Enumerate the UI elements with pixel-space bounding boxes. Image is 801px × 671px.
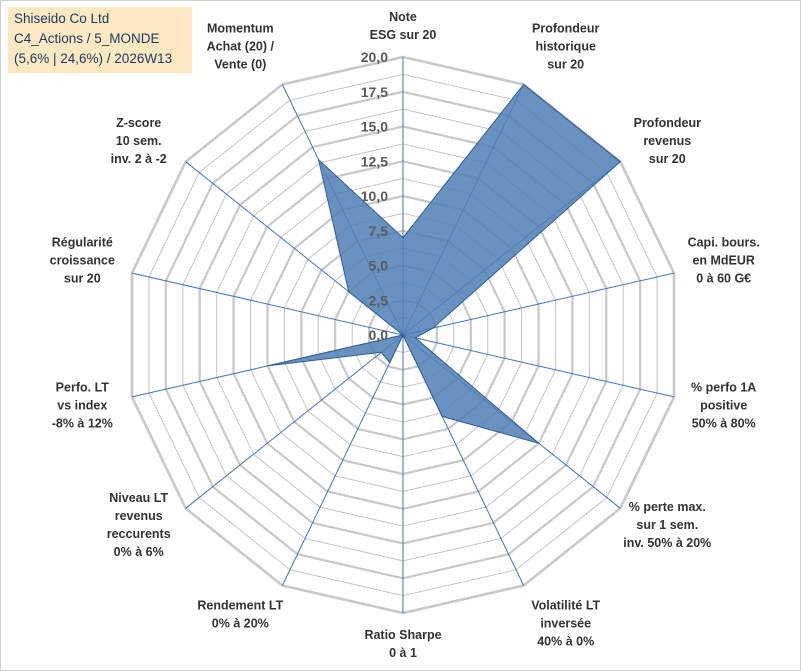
category-label-line: historique <box>535 40 595 54</box>
category-label: Ratio Sharpe 0 à 1 <box>364 628 441 660</box>
category-label-line: inversée <box>540 617 591 631</box>
category-label: Profondeur historique sur 20 <box>532 22 599 72</box>
weights-and-week: (5,6% | 24,6%) / 2026W13 <box>14 51 173 66</box>
tick-label: 2,5 <box>369 292 389 308</box>
tick-label: 15,0 <box>361 119 388 135</box>
category-label-line: 0% à 6% <box>114 545 164 559</box>
category-label-line: 40% à 0% <box>537 635 594 649</box>
category-label-line: Profondeur <box>634 116 701 130</box>
category-label-line: reccurents <box>107 527 171 541</box>
category-label: Volatilité LT inversée 40% à 0% <box>531 599 600 649</box>
company-name: Shiseido Co Ltd <box>14 11 110 26</box>
tick-label: 17,5 <box>361 84 388 100</box>
category-label-line: sur 1 sem. <box>636 518 698 532</box>
category-label: Rendement LT 0% à 20% <box>197 599 283 631</box>
category-label-line: Rendement LT <box>197 599 283 613</box>
tick-label: 10,0 <box>361 188 388 204</box>
category-label: Z-score 10 sem. inv. 2 à -2 <box>111 116 167 166</box>
portfolio-path: C4_Actions / 5_MONDE <box>14 31 160 46</box>
axis-spoke <box>131 272 404 336</box>
category-label-line: revenus <box>643 134 691 148</box>
category-label-line: revenus <box>115 509 163 523</box>
category-label-line: Perfo. LT <box>56 380 110 394</box>
category-label-line: inv. 2 à -2 <box>111 152 167 166</box>
category-label: Profondeur revenus sur 20 <box>634 116 701 166</box>
category-label: % perfo 1A positive 50% à 80% <box>691 380 756 430</box>
chart-title-box: Shiseido Co Ltd C4_Actions / 5_MONDE (5,… <box>8 7 192 73</box>
tick-labels: 0,0 2,5 5,0 7,5 10,0 12,5 15,0 17,5 20,0 <box>361 49 388 343</box>
category-label-line: 0% à 20% <box>212 617 269 631</box>
category-label: Régularité croissance sur 20 <box>50 236 115 286</box>
category-label-line: 50% à 80% <box>692 416 756 430</box>
category-label-line: sur 20 <box>649 152 686 166</box>
category-label-line: Niveau LT <box>109 491 168 505</box>
category-label-line: en MdEUR <box>692 254 755 268</box>
tick-label: 12,5 <box>361 153 388 169</box>
category-label-line: Z-score <box>116 116 161 130</box>
tick-label: 5,0 <box>369 258 389 274</box>
category-label: Perfo. LT vs index -8% à 12% <box>52 380 113 430</box>
category-label-line: Régularité <box>52 236 113 250</box>
category-label-line: % perte max. <box>629 500 706 514</box>
category-label-line: positive <box>700 398 747 412</box>
category-label-line: Achat (20) / <box>207 40 275 54</box>
category-label-line: Momentum <box>207 22 274 36</box>
category-label: Niveau LT revenus reccurents 0% à 6% <box>107 491 171 559</box>
category-label: Capi. bours. en MdEUR 0 à 60 G€ <box>688 236 760 286</box>
category-label-line: % perfo 1A <box>691 380 756 394</box>
category-label-line: croissance <box>50 254 115 268</box>
category-label: Momentum Achat (20) / Vente (0) <box>207 22 275 72</box>
category-label-line: 0 à 60 G€ <box>696 272 751 286</box>
category-label: Note ESG sur 20 <box>370 10 437 42</box>
tick-label: 20,0 <box>361 49 388 65</box>
category-label-line: Vente (0) <box>214 58 266 72</box>
category-label-line: Note <box>389 10 417 24</box>
axis-spoke <box>402 272 675 336</box>
tick-label: 7,5 <box>369 223 389 239</box>
category-label-line: sur 20 <box>64 272 101 286</box>
category-label-line: ESG sur 20 <box>370 28 437 42</box>
category-label-line: Profondeur <box>532 22 599 36</box>
category-label-line: Capi. bours. <box>688 236 760 250</box>
axis-spoke <box>402 334 675 398</box>
category-label-line: Ratio Sharpe <box>364 628 441 642</box>
category-label-line: inv. 50% à 20% <box>623 536 711 550</box>
category-label-line: sur 20 <box>547 58 584 72</box>
category-label-line: 0 à 1 <box>389 646 417 660</box>
category-labels: Note ESG sur 20 Profondeur historique sur 20… <box>50 10 760 660</box>
tick-label: 0,0 <box>369 327 389 343</box>
category-label-line: 10 sem. <box>116 134 162 148</box>
axis-spoke <box>281 334 404 586</box>
category-label-line: vs index <box>57 398 107 412</box>
category-label-line: Volatilité LT <box>531 599 600 613</box>
series-area <box>267 83 622 444</box>
category-label-line: -8% à 12% <box>52 416 113 430</box>
axis-spoke <box>185 334 404 509</box>
category-label: % perte max. sur 1 sem. inv. 50% à 20% <box>623 500 711 550</box>
series-layer <box>267 83 622 444</box>
